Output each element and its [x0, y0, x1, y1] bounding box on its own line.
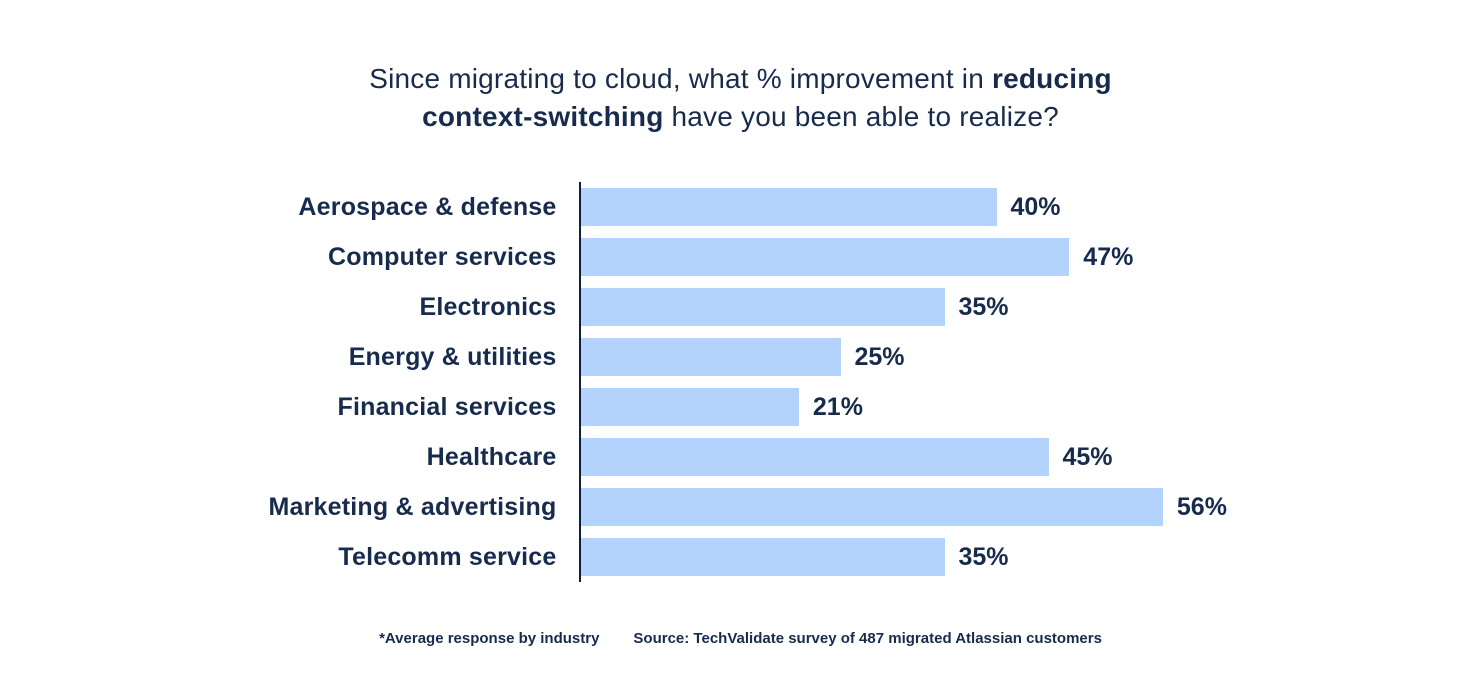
value-label: 45%: [1062, 442, 1113, 471]
chart-row: 35%: [580, 282, 1251, 332]
bar: [580, 538, 945, 576]
value-label: 40%: [1010, 192, 1061, 221]
chart-title: Since migrating to cloud, what % improve…: [311, 60, 1171, 136]
chart-row: Marketing & advertising: [231, 482, 579, 532]
chart-row: 45%: [580, 432, 1251, 482]
bar: [580, 188, 997, 226]
chart-row: 40%: [580, 182, 1251, 232]
chart-title-bold: reducing context-switching: [422, 63, 1112, 132]
category-label: Energy & utilities: [348, 342, 557, 371]
chart-row: Computer services: [231, 232, 579, 282]
chart-row: Healthcare: [231, 432, 579, 482]
chart-title-suffix: have you been able to realize?: [663, 101, 1059, 132]
chart-footer: *Average response by industry Source: Te…: [231, 630, 1251, 647]
category-label: Financial services: [337, 392, 557, 421]
bar: [580, 438, 1049, 476]
chart-row: Energy & utilities: [231, 332, 579, 382]
bar: [580, 488, 1163, 526]
value-label: 56%: [1176, 492, 1227, 521]
bar: [580, 288, 945, 326]
value-label: 21%: [812, 392, 863, 421]
category-labels-column: Aerospace & defense Computer services El…: [231, 182, 579, 582]
chart-row: 47%: [580, 232, 1251, 282]
chart-row: 35%: [580, 532, 1251, 582]
footnote: *Average response by industry: [379, 630, 600, 647]
chart-row: 21%: [580, 382, 1251, 432]
value-label: 47%: [1083, 242, 1134, 271]
chart-row: 56%: [580, 482, 1251, 532]
chart-row: Financial services: [231, 382, 579, 432]
bar: [580, 338, 841, 376]
value-label: 35%: [958, 292, 1009, 321]
source-attribution: Source: TechValidate survey of 487 migra…: [633, 630, 1102, 647]
chart-title-prefix: Since migrating to cloud, what % improve…: [369, 63, 992, 94]
chart-row: Electronics: [231, 282, 579, 332]
category-label: Aerospace & defense: [298, 192, 557, 221]
bar: [580, 238, 1070, 276]
chart-row: Aerospace & defense: [231, 182, 579, 232]
category-label: Marketing & advertising: [268, 492, 557, 521]
category-label: Electronics: [419, 292, 557, 321]
value-label: 35%: [958, 542, 1009, 571]
chart-row: Telecomm service: [231, 532, 579, 582]
value-label: 25%: [854, 342, 905, 371]
axis-and-bars-column: 40% 47% 35% 25% 21% 45% 56% 35%: [578, 182, 1251, 582]
category-label: Telecomm service: [338, 542, 557, 571]
chart-row: 25%: [580, 332, 1251, 382]
chart-content: Since migrating to cloud, what % improve…: [231, 0, 1251, 647]
bar: [580, 388, 799, 426]
category-label: Computer services: [328, 242, 557, 271]
bar-chart: Aerospace & defense Computer services El…: [231, 182, 1251, 582]
category-label: Healthcare: [426, 442, 557, 471]
